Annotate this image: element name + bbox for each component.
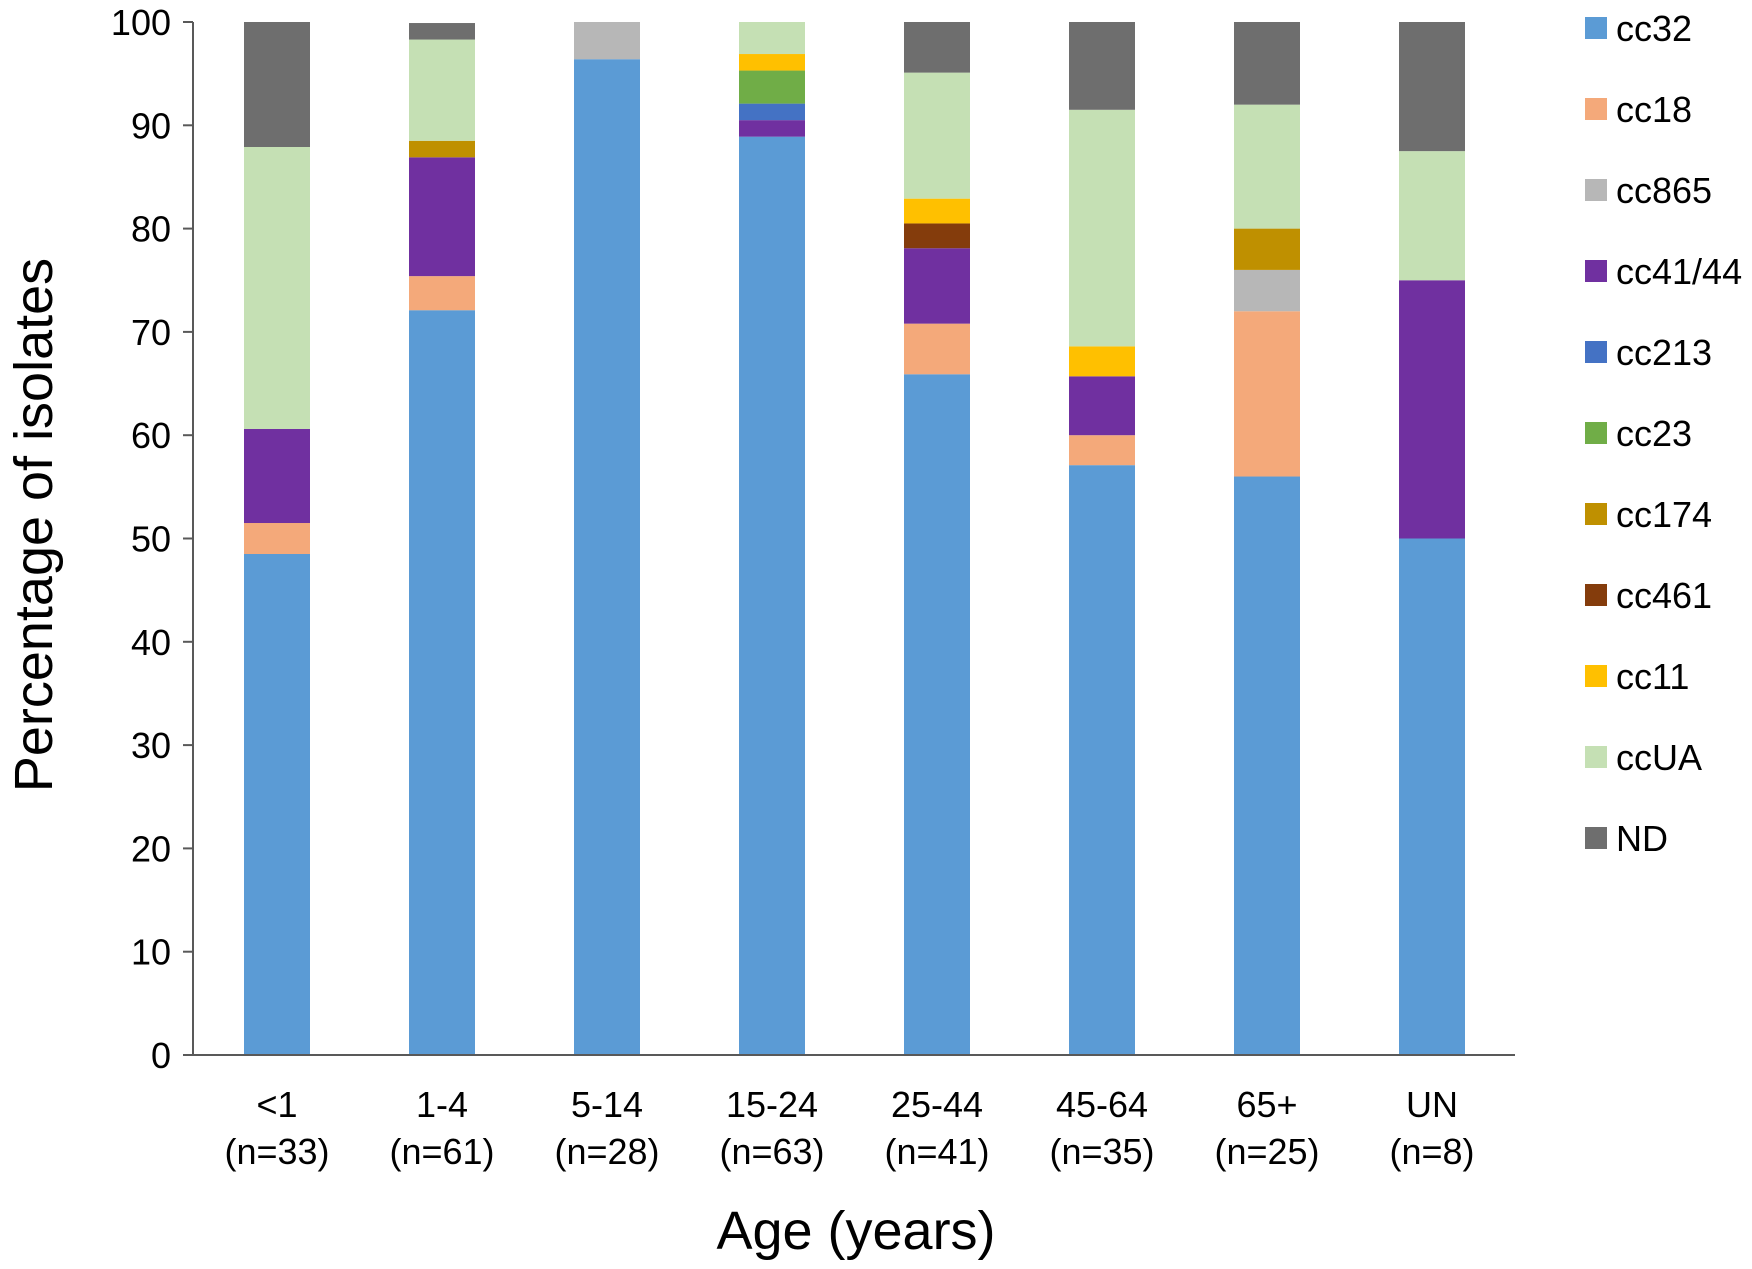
bar-segment-cc32-2	[574, 59, 640, 1056]
y-tick-label: 10	[131, 932, 171, 973]
legend-label: cc865	[1616, 170, 1712, 211]
bar-segment-cc11-4	[904, 198, 970, 224]
labels-layer: <1 (n=33) 1-4 (n=61) 5-14 (n=28) 15-24 (n=63) 25…	[111, 2, 1475, 1172]
bar-segment-cc461-4	[904, 223, 970, 249]
bar-segment-cc4144-5	[1069, 376, 1135, 436]
bar-segment-cc4144-7	[1399, 280, 1465, 539]
x-tick-count-label: (n=33)	[224, 1131, 329, 1172]
legend-swatch-ND	[1585, 827, 1607, 849]
bar-segment-ND-5	[1069, 22, 1135, 110]
legend-label: cc32	[1616, 8, 1692, 49]
legend-swatch-cc32	[1585, 17, 1607, 39]
bar-segment-cc32-1	[409, 310, 475, 1055]
bar-segment-cc11-3	[739, 54, 805, 71]
y-tick-label: 80	[131, 209, 171, 250]
legend-label: cc11	[1616, 656, 1689, 697]
y-tick-label: 60	[131, 415, 171, 456]
y-tick-label: 100	[111, 2, 171, 43]
bar-segment-cc11-5	[1069, 346, 1135, 377]
bar-segment-cc32-4	[904, 374, 970, 1055]
y-tick-label: 50	[131, 519, 171, 560]
bar-segment-ccUA-7	[1399, 151, 1465, 281]
legend-swatch-cc18	[1585, 98, 1607, 120]
axes-layer	[183, 21, 1515, 1056]
y-tick-label: 30	[131, 725, 171, 766]
bar-segment-cc18-0	[244, 523, 310, 554]
bar-segment-cc213-3	[739, 103, 805, 121]
bar-segment-cc32-0	[244, 553, 310, 1055]
y-tick-label: 70	[131, 312, 171, 353]
bar-segment-cc18-6	[1234, 311, 1300, 477]
legend-label: cc23	[1616, 413, 1692, 454]
y-tick-label: 40	[131, 622, 171, 663]
bar-segment-cc18-5	[1069, 435, 1135, 466]
x-tick-label: <1	[256, 1084, 297, 1125]
legend-label: cc41/44	[1616, 251, 1742, 292]
legend-label: ND	[1616, 818, 1668, 859]
bar-segment-cc4144-0	[244, 429, 310, 524]
y-tick-label: 90	[131, 105, 171, 146]
legend-swatch-cc461	[1585, 584, 1607, 606]
bar-segment-cc174-6	[1234, 228, 1300, 270]
x-tick-count-label: (n=28)	[554, 1131, 659, 1172]
x-tick-count-label: (n=25)	[1214, 1131, 1319, 1172]
bar-segment-cc18-1	[409, 276, 475, 311]
legend-swatch-cc11	[1585, 665, 1607, 687]
x-tick-label: 5-14	[571, 1084, 643, 1125]
x-tick-label: 25-44	[891, 1084, 983, 1125]
x-tick-label: 15-24	[726, 1084, 818, 1125]
x-tick-label: UN	[1406, 1084, 1458, 1125]
x-tick-label: 45-64	[1056, 1084, 1148, 1125]
legend-swatch-cc4144	[1585, 260, 1607, 282]
legend-swatch-cc865	[1585, 179, 1607, 201]
bar-segment-ccUA-5	[1069, 109, 1135, 347]
legend-swatch-cc23	[1585, 422, 1607, 444]
bar-segment-cc32-7	[1399, 538, 1465, 1055]
x-tick-count-label: (n=8)	[1389, 1131, 1474, 1172]
legend-label: cc18	[1616, 89, 1692, 130]
legend-swatch-cc174	[1585, 503, 1607, 525]
y-tick-label: 20	[131, 828, 171, 869]
bar-segment-ccUA-1	[409, 39, 475, 141]
legend-label: cc461	[1616, 575, 1712, 616]
legend-swatch-cc213	[1585, 341, 1607, 363]
bar-segment-cc4144-3	[739, 120, 805, 137]
y-axis-title: Percentage of isolates	[4, 258, 64, 792]
bar-segment-ccUA-4	[904, 72, 970, 199]
bar-segment-cc4144-1	[409, 157, 475, 277]
y-tick-label: 0	[151, 1035, 171, 1076]
bar-segment-cc32-6	[1234, 476, 1300, 1055]
legend-swatch-ccUA	[1585, 746, 1607, 768]
legend-label: ccUA	[1616, 737, 1702, 778]
legend-label: cc213	[1616, 332, 1712, 373]
bar-segment-cc23-3	[739, 70, 805, 104]
bar-segment-ND-0	[244, 22, 310, 147]
bar-segment-ND-6	[1234, 22, 1300, 105]
x-axis-title: Age (years)	[716, 1201, 995, 1261]
bar-segment-cc32-3	[739, 136, 805, 1056]
bar-segment-ND-1	[409, 23, 475, 40]
bar-segment-cc32-5	[1069, 465, 1135, 1056]
x-tick-label: 65+	[1236, 1084, 1297, 1125]
x-tick-label: 1-4	[416, 1084, 468, 1125]
bar-segment-cc865-6	[1234, 269, 1300, 312]
bar-segment-ND-4	[904, 22, 970, 73]
legend-label: cc174	[1616, 494, 1712, 535]
legend: cc32 cc18 cc865 cc41/44 cc213 cc23 cc174 cc461 c…	[1585, 8, 1742, 859]
x-tick-count-label: (n=61)	[389, 1131, 494, 1172]
bar-segment-ccUA-0	[244, 146, 310, 430]
bar-segment-ccUA-3	[739, 22, 805, 55]
bar-segment-ND-7	[1399, 22, 1465, 152]
bar-segment-cc174-1	[409, 140, 475, 158]
x-tick-count-label: (n=35)	[1049, 1131, 1154, 1172]
bar-segment-cc865-2	[574, 22, 640, 60]
bars-layer	[244, 22, 1465, 1056]
bar-segment-cc18-4	[904, 323, 970, 375]
x-tick-count-label: (n=41)	[884, 1131, 989, 1172]
bar-segment-cc4144-4	[904, 248, 970, 324]
bar-segment-ccUA-6	[1234, 104, 1300, 229]
x-tick-count-label: (n=63)	[719, 1131, 824, 1172]
